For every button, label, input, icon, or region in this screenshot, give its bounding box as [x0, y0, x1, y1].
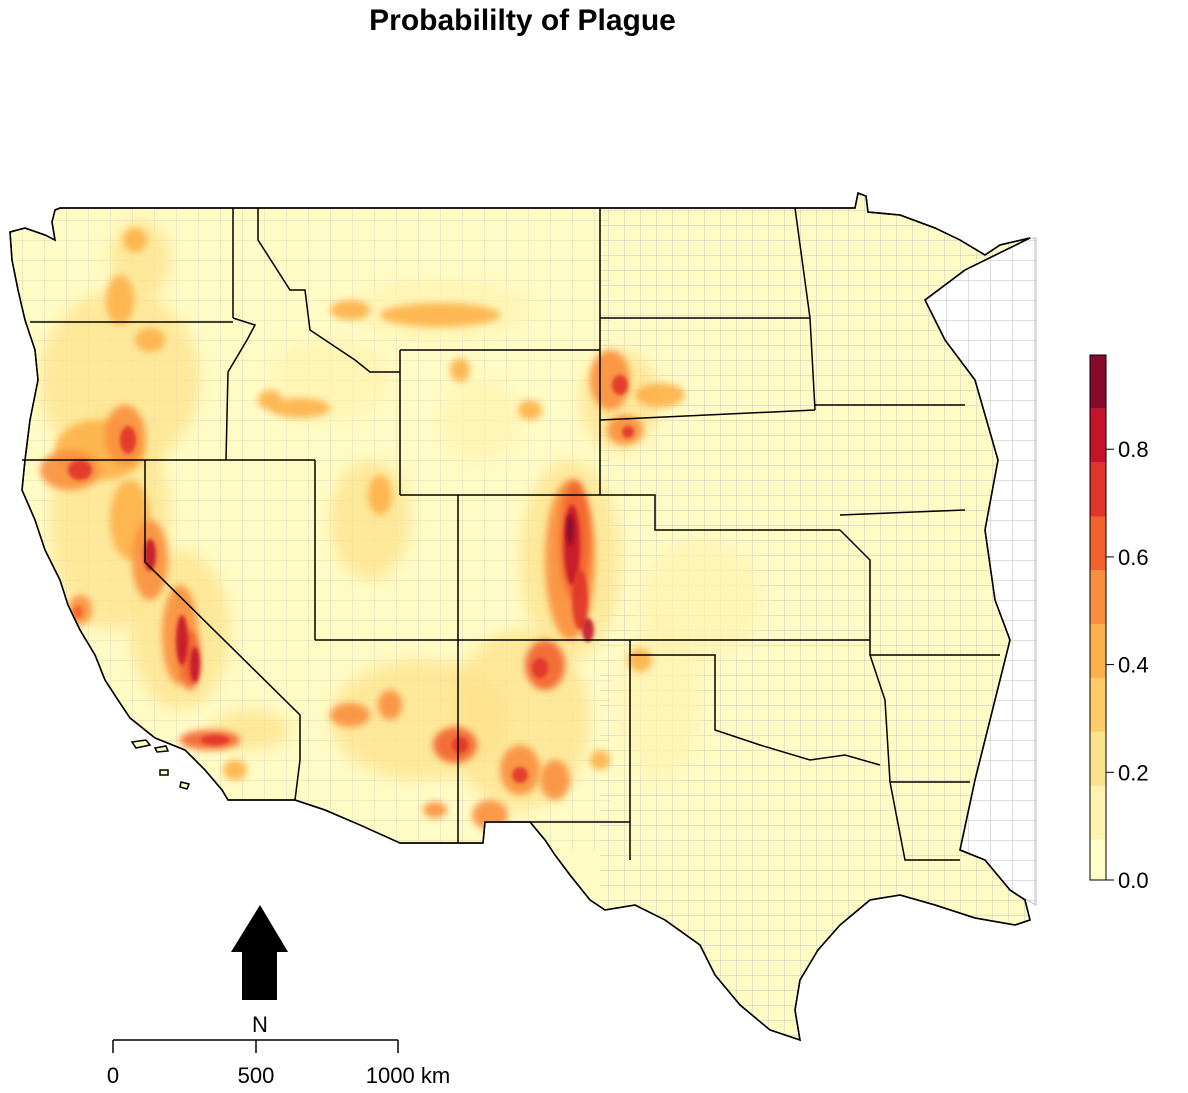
- north-label: N: [252, 1012, 268, 1037]
- probability-surface: [40, 220, 760, 830]
- legend-tick-label-4: 0.8: [1118, 437, 1149, 462]
- legend-bin-2: [1090, 731, 1106, 786]
- scale-label-0: 0: [107, 1063, 119, 1088]
- scale-label-1000: 1000 km: [366, 1063, 450, 1088]
- scale-label-500: 500: [238, 1063, 275, 1088]
- legend-tick-label-1: 0.2: [1118, 760, 1149, 785]
- legend-bin-5: [1090, 570, 1106, 625]
- legend-bin-1: [1090, 785, 1106, 840]
- legend-ticks: 0.0 0.2 0.4 0.6 0.8: [1106, 437, 1149, 893]
- legend-tick-label-2: 0.4: [1118, 653, 1149, 678]
- legend-bin-9: [1090, 355, 1106, 409]
- legend-bin-3: [1090, 678, 1106, 732]
- map-title: Probabililty of Plague: [369, 4, 676, 37]
- north-arrow: N: [231, 905, 288, 1037]
- legend-tick-label-3: 0.6: [1118, 545, 1149, 570]
- legend-bin-7: [1090, 462, 1106, 517]
- state-boundaries: [22, 207, 1000, 861]
- legend-color-bar: [1089, 354, 1107, 881]
- channel-islands: [130, 739, 191, 790]
- scale-bar: 0 500 1000 km: [107, 1039, 450, 1088]
- legend-bin-8: [1090, 408, 1106, 463]
- legend-bin-0: [1090, 839, 1106, 880]
- legend-frame: [1089, 354, 1107, 881]
- legend-bin-6: [1090, 516, 1106, 571]
- legend-bin-4: [1090, 624, 1106, 679]
- legend-tick-label-0: 0.0: [1118, 868, 1149, 893]
